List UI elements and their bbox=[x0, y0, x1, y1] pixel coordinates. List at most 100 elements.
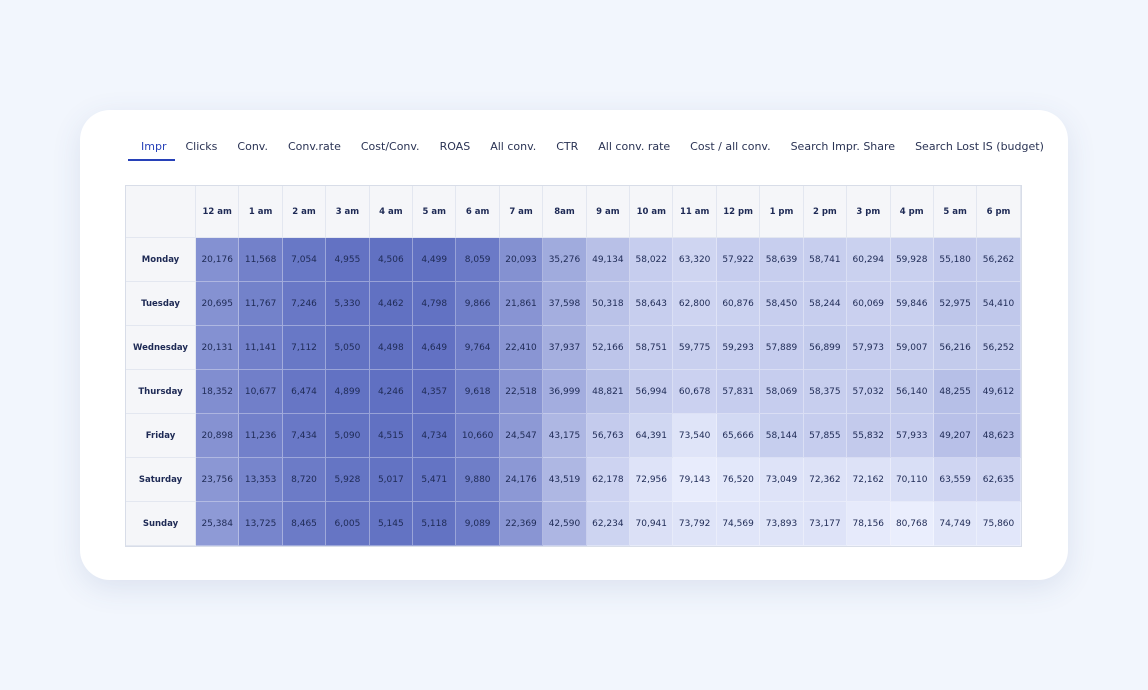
heatmap-cell: 35,276 bbox=[543, 238, 587, 282]
heatmap-cell: 4,498 bbox=[369, 326, 414, 370]
heatmap-cell: 11,141 bbox=[239, 326, 283, 370]
heatmap-cell: 20,131 bbox=[196, 326, 240, 370]
heatmap-cell: 7,054 bbox=[282, 238, 327, 282]
heatmap-cell: 48,255 bbox=[933, 370, 978, 414]
tab[interactable]: ROAS bbox=[439, 140, 471, 153]
heatmap-cell: 25,384 bbox=[196, 502, 240, 546]
heatmap-cell: 5,017 bbox=[369, 458, 414, 502]
heatmap-cell: 20,695 bbox=[196, 282, 240, 326]
heatmap-cell: 5,118 bbox=[413, 502, 457, 546]
row-header: Wednesday bbox=[126, 326, 196, 370]
heatmap-cell: 13,725 bbox=[239, 502, 283, 546]
column-header: 2 am bbox=[282, 186, 327, 238]
column-header: 7 am bbox=[499, 186, 544, 238]
heatmap-cell: 4,649 bbox=[413, 326, 457, 370]
tab[interactable]: Cost/Conv. bbox=[360, 140, 420, 153]
heatmap-cell: 74,569 bbox=[716, 502, 761, 546]
heatmap-cell: 10,660 bbox=[456, 414, 500, 458]
row-header: Saturday bbox=[126, 458, 196, 502]
heatmap-cell: 72,362 bbox=[803, 458, 848, 502]
heatmap-cell: 49,207 bbox=[933, 414, 978, 458]
heatmap-cell: 20,898 bbox=[196, 414, 240, 458]
heatmap-cell: 4,955 bbox=[326, 238, 370, 282]
heatmap-cell: 9,880 bbox=[456, 458, 500, 502]
heatmap-cell: 70,941 bbox=[630, 502, 674, 546]
heatmap-cell: 57,973 bbox=[847, 326, 891, 370]
tab[interactable]: All conv. bbox=[490, 140, 537, 153]
heatmap-cell: 4,506 bbox=[369, 238, 414, 282]
tab-bar: Impr Clicks Conv. Conv.rate Cost/Conv. ROAS Al… bbox=[128, 138, 1054, 161]
tab[interactable]: Conv.rate bbox=[287, 140, 341, 153]
heatmap-cell: 22,410 bbox=[499, 326, 544, 370]
heatmap-cell: 73,540 bbox=[673, 414, 717, 458]
column-header: 12 am bbox=[196, 186, 240, 238]
heatmap-cell: 59,007 bbox=[890, 326, 934, 370]
heatmap-cell: 4,246 bbox=[369, 370, 414, 414]
heatmap-cell: 52,166 bbox=[586, 326, 631, 370]
heatmap-cell: 58,450 bbox=[760, 282, 804, 326]
heatmap-cell: 70,110 bbox=[890, 458, 934, 502]
tab[interactable]: Conv. bbox=[237, 140, 268, 153]
tab[interactable]: Cost / all conv. bbox=[690, 140, 771, 153]
heatmap-cell: 10,677 bbox=[239, 370, 283, 414]
heatmap-cell: 57,032 bbox=[847, 370, 891, 414]
heatmap-cell: 62,800 bbox=[673, 282, 717, 326]
heatmap-cell: 60,678 bbox=[673, 370, 717, 414]
heatmap-cell: 78,156 bbox=[847, 502, 891, 546]
heatmap-cell: 73,049 bbox=[760, 458, 804, 502]
tab[interactable]: All conv. rate bbox=[598, 140, 671, 153]
tab[interactable]: Impr bbox=[128, 138, 176, 161]
heatmap-cell: 57,889 bbox=[760, 326, 804, 370]
heatmap-cell: 7,246 bbox=[282, 282, 327, 326]
heatmap-cell: 22,518 bbox=[499, 370, 544, 414]
column-header: 4 am bbox=[369, 186, 414, 238]
heatmap-cell: 56,763 bbox=[586, 414, 631, 458]
heatmap-cell: 63,320 bbox=[673, 238, 717, 282]
heatmap-cell: 4,357 bbox=[413, 370, 457, 414]
heatmap-cell: 4,515 bbox=[369, 414, 414, 458]
heatmap-cell: 43,519 bbox=[543, 458, 587, 502]
row-header: Monday bbox=[126, 238, 196, 282]
heatmap-cell: 36,999 bbox=[543, 370, 587, 414]
heatmap-cell: 5,928 bbox=[326, 458, 370, 502]
row-header: Thursday bbox=[126, 370, 196, 414]
tab[interactable]: Search Impr. Share bbox=[790, 140, 896, 153]
heatmap-cell: 60,876 bbox=[716, 282, 761, 326]
heatmap-cell: 58,069 bbox=[760, 370, 804, 414]
column-header: 11 am bbox=[673, 186, 717, 238]
tab[interactable]: CTR bbox=[556, 140, 579, 153]
heatmap-table: 12 am 1 am 2 am 3 am 4 am 5 am 6 am 7 am 8am 9 am… bbox=[125, 185, 1022, 547]
heatmap-cell: 62,635 bbox=[977, 458, 1021, 502]
heatmap-cell: 56,252 bbox=[977, 326, 1021, 370]
heatmap-cell: 57,922 bbox=[716, 238, 761, 282]
heatmap-cell: 64,391 bbox=[630, 414, 674, 458]
heatmap-cell: 37,598 bbox=[543, 282, 587, 326]
heatmap-cell: 54,410 bbox=[977, 282, 1021, 326]
heatmap-cell: 58,643 bbox=[630, 282, 674, 326]
row-header: Tuesday bbox=[126, 282, 196, 326]
tab[interactable]: Search Lost IS (budget) bbox=[915, 140, 1044, 153]
heatmap-cell: 58,022 bbox=[630, 238, 674, 282]
heatmap-cell: 23,756 bbox=[196, 458, 240, 502]
heatmap-cell: 6,474 bbox=[282, 370, 327, 414]
heatmap-cell: 56,899 bbox=[803, 326, 848, 370]
column-header: 5 am bbox=[933, 186, 978, 238]
heatmap-cell: 9,866 bbox=[456, 282, 500, 326]
heatmap-cell: 49,612 bbox=[977, 370, 1021, 414]
heatmap-cell: 24,547 bbox=[499, 414, 544, 458]
heatmap-cell: 7,112 bbox=[282, 326, 327, 370]
heatmap-cell: 74,749 bbox=[933, 502, 978, 546]
heatmap-cell: 4,462 bbox=[369, 282, 414, 326]
column-header: 2 pm bbox=[803, 186, 848, 238]
heatmap-cell: 20,176 bbox=[196, 238, 240, 282]
tab[interactable]: Clicks bbox=[185, 140, 218, 153]
heatmap-cell: 5,090 bbox=[326, 414, 370, 458]
heatmap-cell: 80,768 bbox=[890, 502, 934, 546]
heatmap-cell: 11,767 bbox=[239, 282, 283, 326]
row-header: Sunday bbox=[126, 502, 196, 546]
heatmap-cell: 59,846 bbox=[890, 282, 934, 326]
heatmap-cell: 20,093 bbox=[499, 238, 544, 282]
heatmap-cell: 58,244 bbox=[803, 282, 848, 326]
heatmap-cell: 5,145 bbox=[369, 502, 414, 546]
heatmap-cell: 56,262 bbox=[977, 238, 1021, 282]
